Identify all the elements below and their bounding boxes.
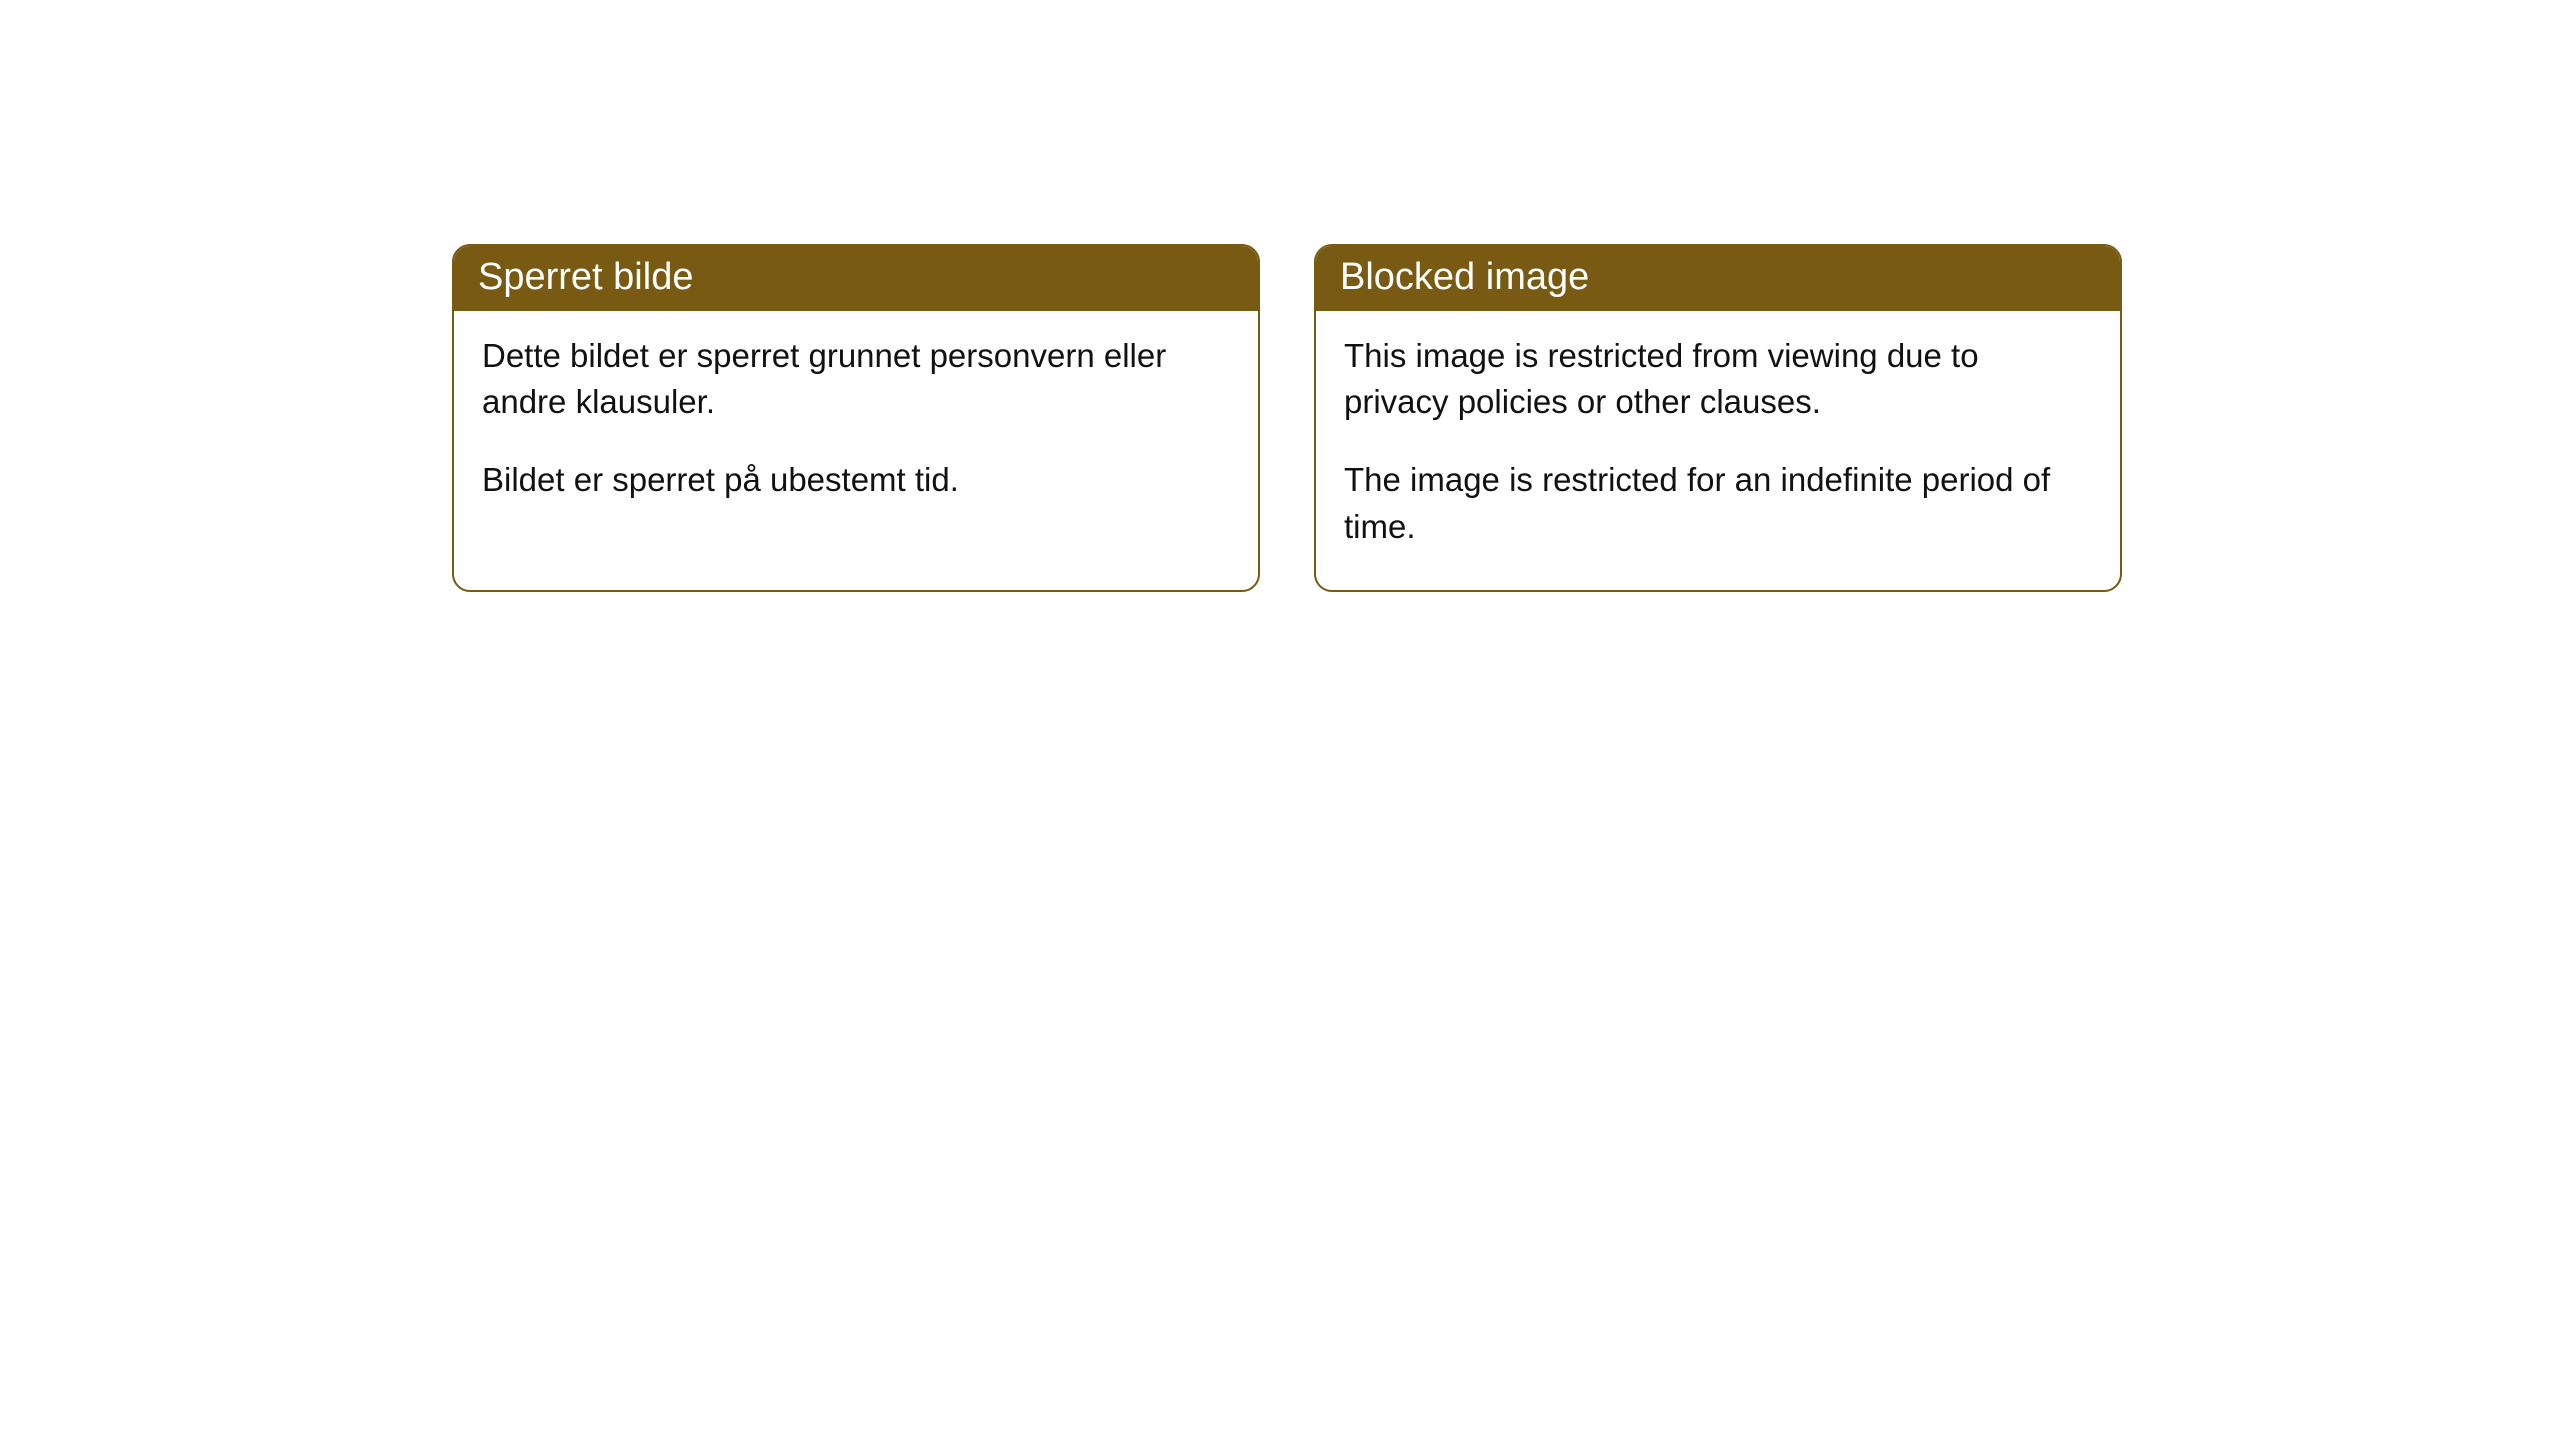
card-body: Dette bildet er sperret grunnet personve…: [454, 311, 1258, 544]
notice-card-norwegian: Sperret bilde Dette bildet er sperret gr…: [452, 244, 1260, 592]
card-body: This image is restricted from viewing du…: [1316, 311, 2120, 590]
card-paragraph: This image is restricted from viewing du…: [1344, 333, 2092, 425]
notice-card-english: Blocked image This image is restricted f…: [1314, 244, 2122, 592]
card-header: Blocked image: [1316, 246, 2120, 311]
card-paragraph: Dette bildet er sperret grunnet personve…: [482, 333, 1230, 425]
card-paragraph: Bildet er sperret på ubestemt tid.: [482, 457, 1230, 503]
card-header: Sperret bilde: [454, 246, 1258, 311]
card-paragraph: The image is restricted for an indefinit…: [1344, 457, 2092, 549]
notice-cards-container: Sperret bilde Dette bildet er sperret gr…: [0, 0, 2560, 592]
